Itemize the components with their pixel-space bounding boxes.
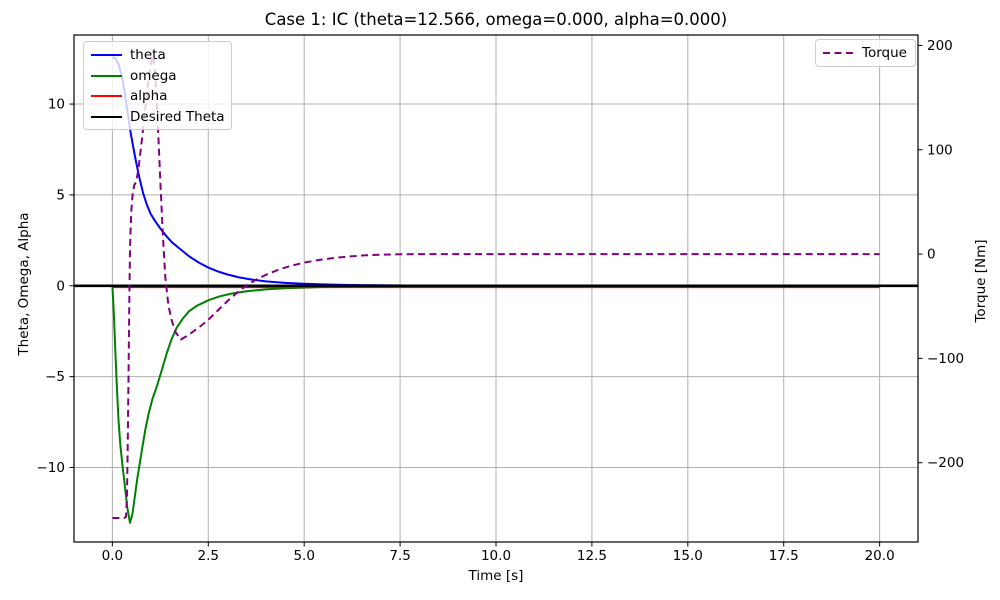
tick-labels: 0.0 2.5 5.0 7.5 10.0 12.5 15.0 17.5 20.0 10 5 0 −5 −1…: [37, 38, 965, 564]
legend-item-desired-theta: Desired Theta: [91, 107, 225, 128]
x-tick-label: 5.0: [293, 548, 314, 564]
x-axis-label: Time [s]: [468, 568, 524, 584]
legend-item-alpha: alpha: [91, 86, 223, 107]
ticks: [69, 44, 923, 547]
legend-torque: Torque: [815, 39, 916, 67]
dashed-line-sample: [823, 52, 854, 55]
legend-item-torque: Torque: [823, 43, 907, 64]
x-tick-label: 2.5: [198, 548, 219, 564]
x-tick-label: 17.5: [769, 548, 799, 564]
y-axis-label-right: Torque [Nm]: [973, 239, 989, 323]
y-right-tick-label: 0: [927, 247, 936, 263]
legend-item-theta: theta: [91, 45, 223, 66]
legend-main: theta omega alpha Desired Theta: [83, 41, 232, 130]
line-sample: [91, 115, 122, 118]
y-left-tick-label: −5: [45, 369, 65, 385]
x-tick-label: 10.0: [481, 548, 511, 564]
legend-item-omega: omega: [91, 66, 223, 87]
x-tick-label: 0.0: [102, 548, 123, 564]
legend-item-label: omega: [130, 67, 177, 84]
y-right-tick-label: 100: [927, 142, 953, 158]
series-torque: [112, 54, 880, 519]
x-tick-label: 20.0: [865, 548, 895, 564]
y-right-tick-label: 200: [927, 38, 953, 54]
line-sample: [91, 74, 122, 77]
legend-item-label: Desired Theta: [130, 108, 225, 125]
line-sample: [91, 54, 122, 57]
legend-item-label: alpha: [130, 88, 168, 105]
legend-item-label: theta: [130, 47, 166, 64]
y-left-tick-label: 5: [56, 187, 65, 203]
line-sample: [91, 95, 122, 98]
y-left-tick-label: 0: [56, 278, 65, 294]
y-right-tick-label: −100: [927, 351, 964, 367]
x-tick-label: 15.0: [673, 548, 703, 564]
legend-item-label: Torque: [862, 45, 907, 62]
series-group: [74, 54, 918, 524]
y-left-tick-label: 10: [48, 97, 65, 113]
y-right-tick-label: −200: [927, 455, 964, 471]
y-axis-label-left: Theta, Omega, Alpha: [16, 212, 32, 356]
y-left-tick-label: −10: [37, 460, 66, 476]
x-tick-label: 12.5: [577, 548, 607, 564]
chart-title: Case 1: IC (theta=12.566, omega=0.000, a…: [264, 10, 728, 29]
x-tick-label: 7.5: [389, 548, 410, 564]
